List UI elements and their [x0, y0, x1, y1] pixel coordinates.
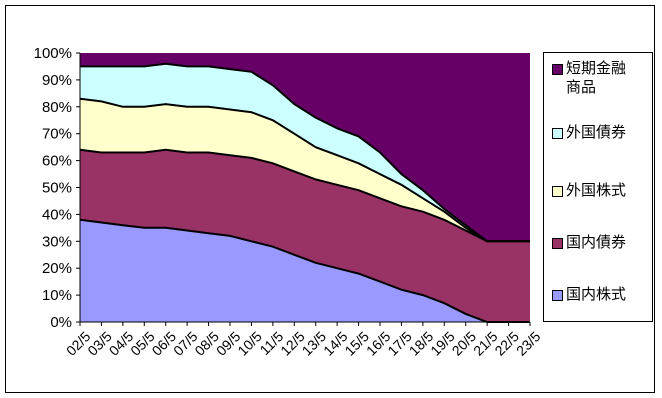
y-tick-label: 0%: [50, 314, 72, 331]
legend-label: 外国株式: [566, 181, 627, 199]
y-tick-label: 70%: [42, 126, 72, 143]
legend-label: 国内債券: [566, 233, 627, 251]
series-boundary-0: [79, 218, 530, 323]
y-tick-label: 50%: [42, 180, 72, 197]
legend-swatch: [552, 128, 563, 139]
series-area-2: [80, 98, 530, 242]
legend-swatch: [552, 186, 563, 197]
series-area-3: [80, 63, 530, 242]
y-tick-label: 20%: [42, 260, 72, 277]
legend-swatch: [552, 238, 563, 249]
series-layer: [79, 53, 530, 323]
legend-label: 短期金融 商品: [566, 59, 627, 96]
y-tick-label: 80%: [42, 99, 72, 116]
series-area-1: [80, 149, 530, 322]
series-boundary-1: [79, 148, 530, 243]
legend-label: 国内株式: [566, 285, 627, 303]
series-area-4: [80, 53, 530, 242]
legend: 短期金融 商品外国債券外国株式国内債券国内株式: [543, 52, 653, 322]
y-tick-label: 60%: [42, 153, 72, 170]
legend-label: 外国債券: [566, 123, 627, 141]
legend-swatch: [552, 64, 563, 75]
y-tick-label: 100%: [34, 45, 72, 62]
y-tick-label: 30%: [42, 233, 72, 250]
legend-swatch: [552, 290, 563, 301]
y-tick-label: 10%: [42, 287, 72, 304]
series-area-0: [80, 219, 530, 322]
y-tick-label: 90%: [42, 72, 72, 89]
series-boundary-2: [79, 97, 530, 243]
series-boundary-3: [80, 62, 530, 243]
y-tick-label: 40%: [42, 206, 72, 223]
x-tick-label: 23/5: [513, 328, 544, 359]
